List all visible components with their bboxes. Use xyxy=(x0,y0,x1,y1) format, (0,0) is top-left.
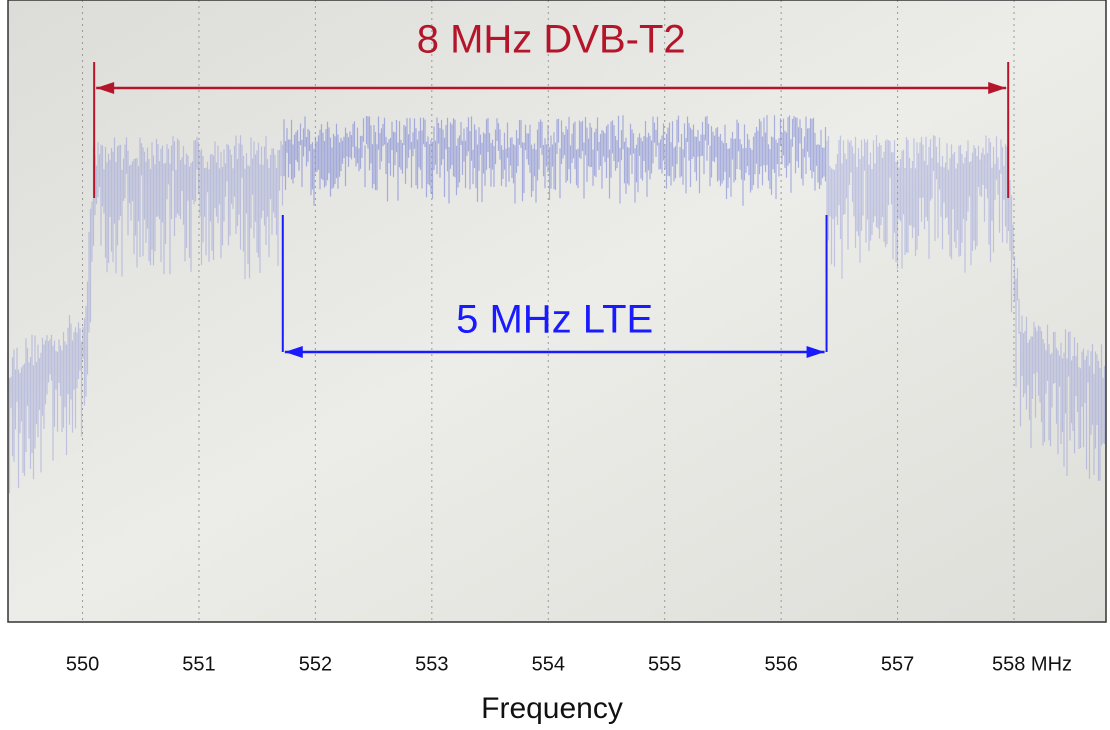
spectrum-trace xyxy=(7,115,1106,494)
x-tick-label: 551 xyxy=(182,653,215,675)
x-tick-label: 553 xyxy=(415,653,448,675)
x-tick-label: 558 MHz xyxy=(992,653,1072,675)
annotation-label: 8 MHz DVB-T2 xyxy=(417,18,686,62)
x-tick-label: 556 xyxy=(764,653,797,675)
x-tick-label: 557 xyxy=(881,653,914,675)
arrow-head xyxy=(96,82,115,94)
arrow-head xyxy=(284,346,303,358)
screen-border xyxy=(7,0,1107,623)
x-tick-label: 554 xyxy=(532,653,565,675)
x-tick-label: 552 xyxy=(299,653,332,675)
screen xyxy=(8,0,1106,622)
arrow-head xyxy=(988,82,1007,94)
arrow-head xyxy=(806,346,825,358)
x-tick-label: 555 xyxy=(648,653,681,675)
x-tick-label: 550 xyxy=(66,653,99,675)
x-axis-label: Frequency xyxy=(481,692,623,725)
annotation-label: 5 MHz LTE xyxy=(456,298,653,342)
